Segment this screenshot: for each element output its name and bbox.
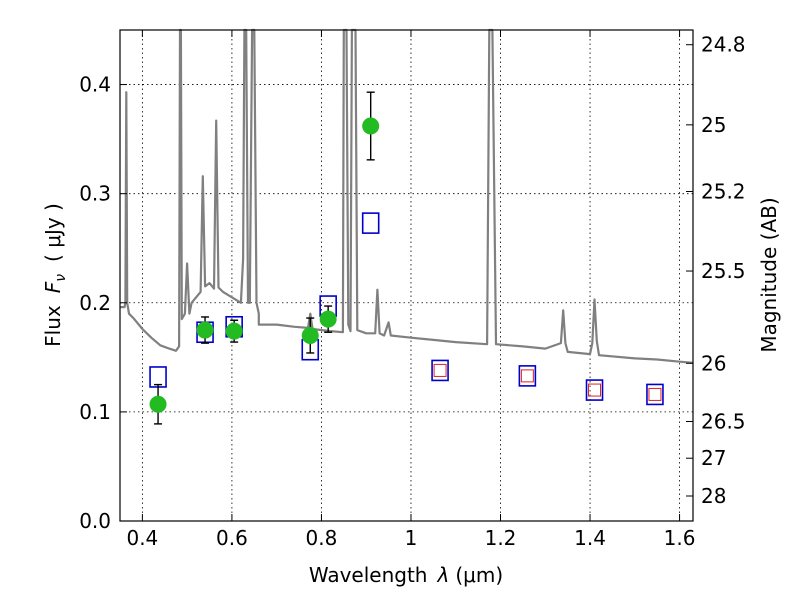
ir-model-square-outer <box>431 359 449 382</box>
ir-model-square-inner <box>588 383 602 397</box>
x-tick-label: 1.4 <box>574 526 606 550</box>
observed-point <box>149 395 167 413</box>
ir-model-square-outer <box>585 379 604 401</box>
x-tick-label: 0.4 <box>126 526 158 550</box>
x-axis: 0.4 0.6 0.8 1 1.2 1.4 1.6 <box>126 30 695 550</box>
observed-point <box>319 310 337 328</box>
y2-tick-label: 28 <box>701 484 726 508</box>
y-tick-label: 0.4 <box>79 73 111 97</box>
model-square-marker <box>361 212 380 234</box>
y2-tick-label: 26.5 <box>701 409 746 433</box>
y2-tick-label: 25.2 <box>701 179 746 203</box>
y-tick-label: 0.0 <box>79 509 111 533</box>
ir-model-square-inner <box>520 369 534 383</box>
y-tick-label: 0.2 <box>79 291 111 315</box>
y2-tick-label: 26 <box>701 351 726 375</box>
plot-background <box>120 30 693 521</box>
y2-tick-label: 27 <box>701 446 726 470</box>
observed-point <box>225 322 243 340</box>
x-tick-label: 1.6 <box>664 526 696 550</box>
x-tick-label: 0.8 <box>306 526 338 550</box>
y-tick-label: 0.3 <box>79 182 111 206</box>
y2-axis: 24.8 25 25.2 25.5 26 26.5 27 28 <box>686 33 746 508</box>
y-axis-label: FluxFν( μJy ) <box>41 203 69 347</box>
x-tick-label: 0.6 <box>216 526 248 550</box>
ir-model-square-outer <box>646 383 664 406</box>
ir-model-square-outer <box>518 365 537 387</box>
ir-model-square-inner <box>648 387 662 401</box>
y2-tick-label: 25.5 <box>701 259 746 283</box>
y2-tick-label: 24.8 <box>701 33 746 57</box>
observed-point <box>362 117 380 135</box>
x-axis-label: Wavelength λ (μm) <box>309 563 503 587</box>
observed-point <box>301 327 319 345</box>
y-tick-label: 0.1 <box>79 400 111 424</box>
x-tick-label: 1.2 <box>485 526 517 550</box>
plot-area <box>119 28 694 522</box>
y2-axis-label: Magnitude (AB) <box>757 197 781 352</box>
observed-point <box>196 321 214 339</box>
y-axis: 0.0 0.1 0.2 0.3 0.4 <box>79 73 127 533</box>
ir-model-square-inner <box>433 363 447 377</box>
plot-frame <box>119 29 694 522</box>
y2-tick-label: 25 <box>701 113 726 137</box>
markers-layer <box>149 91 664 425</box>
x-tick-label: 1 <box>405 526 418 550</box>
